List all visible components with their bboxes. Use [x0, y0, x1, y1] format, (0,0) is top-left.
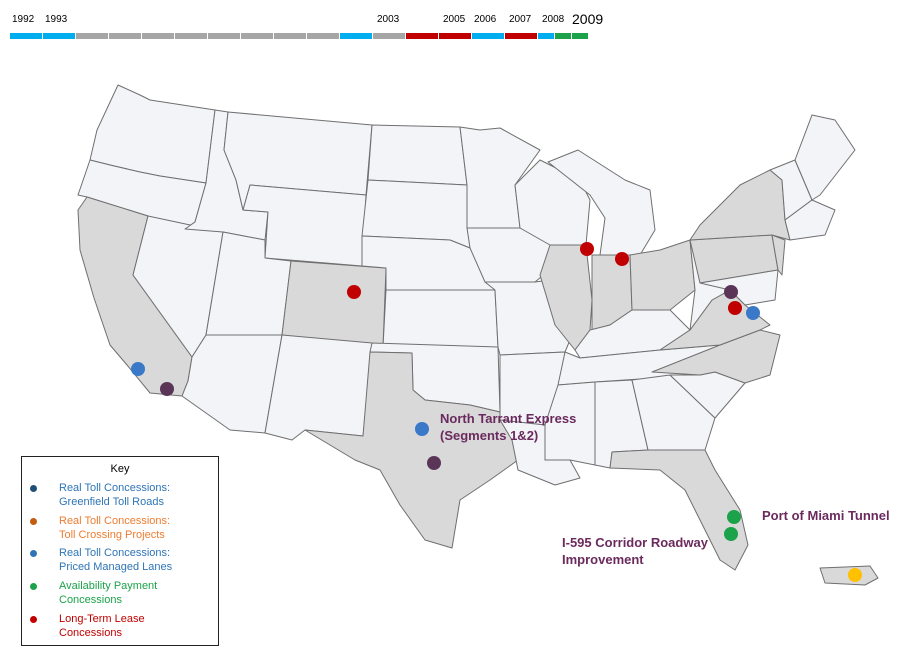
project-marker[interactable]: [724, 285, 738, 299]
timeline-segment: [43, 33, 75, 39]
callout-port-of-miami-tunnel: Port of Miami Tunnel: [762, 507, 890, 524]
state-nm: [264, 334, 373, 441]
timeline-segment: [340, 33, 372, 39]
callout-label: I-595 Corridor Roadway Improvement: [562, 535, 708, 567]
project-marker[interactable]: [160, 382, 174, 396]
project-marker[interactable]: [746, 306, 760, 320]
timeline-segment: [373, 33, 405, 39]
timeline-year-label: 2009: [572, 11, 604, 27]
timeline-year-label: 2007: [509, 14, 532, 25]
timeline-segment: [472, 33, 504, 39]
legend-dot: [30, 616, 37, 623]
timeline-segment: [406, 33, 438, 39]
legend-label: Real Toll Concessions: Priced Managed La…: [59, 547, 173, 573]
state-nj: [771, 234, 786, 276]
state-ny: [689, 169, 791, 241]
timeline-segment: [10, 33, 42, 39]
legend-label: Availability Payment Concessions: [59, 580, 158, 606]
state-mi: [547, 149, 656, 256]
legend-label: Long-Term Lease Concessions: [59, 613, 145, 639]
state-ks: [382, 289, 499, 348]
callout-north-tarrant-express: North Tarrant Express (Segments 1&2): [440, 410, 576, 444]
timeline-segment: [142, 33, 174, 39]
project-marker[interactable]: [724, 527, 738, 541]
timeline-segment: [274, 33, 306, 39]
timeline-segment: [538, 33, 554, 39]
state-ga: [631, 374, 716, 451]
project-marker[interactable]: [347, 285, 361, 299]
legend: Key Real Toll Concessions: Greenfield To…: [21, 456, 219, 646]
project-marker[interactable]: [580, 242, 594, 256]
project-marker[interactable]: [727, 510, 741, 524]
timeline-segment: [109, 33, 141, 39]
state-nc: [651, 329, 781, 384]
state-fl: [609, 449, 749, 571]
timeline-year-label: 2003: [377, 14, 400, 25]
legend-dot: [30, 550, 37, 557]
project-marker[interactable]: [427, 456, 441, 470]
legend-title: Key: [110, 463, 130, 475]
legend-dot: [30, 583, 37, 590]
state-ma-ct-ri: [784, 199, 836, 241]
legend-dot: [30, 485, 37, 492]
legend-label: Real Toll Concessions: Toll Crossing Pro…: [59, 515, 171, 541]
project-marker[interactable]: [415, 422, 429, 436]
state-co: [281, 260, 387, 348]
timeline-year-label: 1992: [12, 14, 35, 25]
legend-label: Real Toll Concessions: Greenfield Toll R…: [59, 482, 171, 508]
timeline-segment: [208, 33, 240, 39]
project-marker[interactable]: [728, 301, 742, 315]
state-az: [181, 334, 283, 434]
timeline-year-label: 2008: [542, 14, 565, 25]
timeline-segment: [175, 33, 207, 39]
state-nd: [367, 124, 468, 186]
timeline-year-label: 2006: [474, 14, 497, 25]
callout-label: North Tarrant Express (Segments 1&2): [440, 411, 577, 443]
timeline-year-label: 1993: [45, 14, 68, 25]
timeline-segment: [241, 33, 273, 39]
project-marker[interactable]: [615, 252, 629, 266]
timeline-segment: [76, 33, 108, 39]
timeline-segment: [439, 33, 471, 39]
timeline-segment: [555, 33, 571, 39]
timeline: 1992 1993 2003 2005 2006 2007 2008 2009: [0, 0, 906, 44]
callout-label: Port of Miami Tunnel: [762, 508, 890, 523]
project-marker[interactable]: [848, 568, 862, 582]
timeline-segment: [505, 33, 537, 39]
timeline-segment: [307, 33, 339, 39]
state-tx: [304, 351, 519, 549]
callout-i595-corridor: I-595 Corridor Roadway Improvement: [562, 534, 708, 568]
timeline-year-label: 2005: [443, 14, 466, 25]
state-wi: [514, 159, 591, 246]
timeline-segment: [572, 33, 588, 39]
project-marker[interactable]: [131, 362, 145, 376]
legend-dot: [30, 518, 37, 525]
